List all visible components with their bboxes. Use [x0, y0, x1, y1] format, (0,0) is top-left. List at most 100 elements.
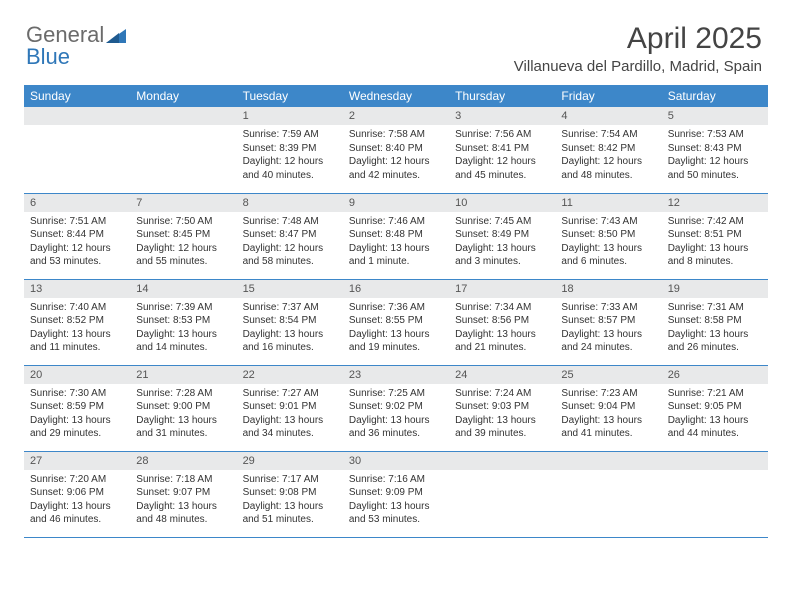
weekday-header: Wednesday — [343, 85, 449, 107]
calendar-day-cell: 26Sunrise: 7:21 AMSunset: 9:05 PMDayligh… — [662, 365, 768, 451]
daylight-text: Daylight: 13 hours and 3 minutes. — [455, 242, 549, 269]
sunset-text: Sunset: 8:50 PM — [561, 228, 655, 242]
calendar-week-row: 6Sunrise: 7:51 AMSunset: 8:44 PMDaylight… — [24, 193, 768, 279]
day-details: Sunrise: 7:17 AMSunset: 9:08 PMDaylight:… — [237, 470, 343, 531]
daylight-text: Daylight: 13 hours and 36 minutes. — [349, 414, 443, 441]
calendar-day-cell: 8Sunrise: 7:48 AMSunset: 8:47 PMDaylight… — [237, 193, 343, 279]
calendar-day-cell: 7Sunrise: 7:50 AMSunset: 8:45 PMDaylight… — [130, 193, 236, 279]
day-number: 3 — [449, 107, 555, 125]
daylight-text: Daylight: 13 hours and 46 minutes. — [30, 500, 124, 527]
sunrise-text: Sunrise: 7:53 AM — [668, 128, 762, 142]
day-number — [449, 452, 555, 470]
daylight-text: Daylight: 12 hours and 45 minutes. — [455, 155, 549, 182]
sunrise-text: Sunrise: 7:50 AM — [136, 215, 230, 229]
day-details: Sunrise: 7:48 AMSunset: 8:47 PMDaylight:… — [237, 212, 343, 273]
calendar-day-cell: 14Sunrise: 7:39 AMSunset: 8:53 PMDayligh… — [130, 279, 236, 365]
daylight-text: Daylight: 12 hours and 48 minutes. — [561, 155, 655, 182]
calendar-day-cell: 15Sunrise: 7:37 AMSunset: 8:54 PMDayligh… — [237, 279, 343, 365]
sunset-text: Sunset: 8:41 PM — [455, 142, 549, 156]
calendar-table: Sunday Monday Tuesday Wednesday Thursday… — [24, 85, 768, 538]
sunrise-text: Sunrise: 7:54 AM — [561, 128, 655, 142]
daylight-text: Daylight: 13 hours and 8 minutes. — [668, 242, 762, 269]
calendar-day-cell: 9Sunrise: 7:46 AMSunset: 8:48 PMDaylight… — [343, 193, 449, 279]
brand-triangle-icon — [106, 27, 126, 43]
calendar-day-cell: 25Sunrise: 7:23 AMSunset: 9:04 PMDayligh… — [555, 365, 661, 451]
weekday-header: Sunday — [24, 85, 130, 107]
day-details: Sunrise: 7:31 AMSunset: 8:58 PMDaylight:… — [662, 298, 768, 359]
sunset-text: Sunset: 9:03 PM — [455, 400, 549, 414]
calendar-day-cell: 27Sunrise: 7:20 AMSunset: 9:06 PMDayligh… — [24, 451, 130, 537]
sunset-text: Sunset: 8:40 PM — [349, 142, 443, 156]
day-details: Sunrise: 7:59 AMSunset: 8:39 PMDaylight:… — [237, 125, 343, 186]
daylight-text: Daylight: 13 hours and 19 minutes. — [349, 328, 443, 355]
calendar-day-cell — [555, 451, 661, 537]
day-details: Sunrise: 7:40 AMSunset: 8:52 PMDaylight:… — [24, 298, 130, 359]
sunset-text: Sunset: 9:00 PM — [136, 400, 230, 414]
day-number: 8 — [237, 194, 343, 212]
sunrise-text: Sunrise: 7:39 AM — [136, 301, 230, 315]
day-details: Sunrise: 7:24 AMSunset: 9:03 PMDaylight:… — [449, 384, 555, 445]
day-details: Sunrise: 7:53 AMSunset: 8:43 PMDaylight:… — [662, 125, 768, 186]
sunrise-text: Sunrise: 7:20 AM — [30, 473, 124, 487]
daylight-text: Daylight: 13 hours and 21 minutes. — [455, 328, 549, 355]
sunset-text: Sunset: 8:58 PM — [668, 314, 762, 328]
day-details: Sunrise: 7:39 AMSunset: 8:53 PMDaylight:… — [130, 298, 236, 359]
day-number: 5 — [662, 107, 768, 125]
sunset-text: Sunset: 8:49 PM — [455, 228, 549, 242]
day-number: 17 — [449, 280, 555, 298]
calendar-week-row: 1Sunrise: 7:59 AMSunset: 8:39 PMDaylight… — [24, 107, 768, 193]
calendar-day-cell: 6Sunrise: 7:51 AMSunset: 8:44 PMDaylight… — [24, 193, 130, 279]
daylight-text: Daylight: 13 hours and 31 minutes. — [136, 414, 230, 441]
sunset-text: Sunset: 8:55 PM — [349, 314, 443, 328]
day-details: Sunrise: 7:28 AMSunset: 9:00 PMDaylight:… — [130, 384, 236, 445]
day-details: Sunrise: 7:46 AMSunset: 8:48 PMDaylight:… — [343, 212, 449, 273]
sunset-text: Sunset: 8:48 PM — [349, 228, 443, 242]
sunrise-text: Sunrise: 7:37 AM — [243, 301, 337, 315]
calendar-day-cell: 30Sunrise: 7:16 AMSunset: 9:09 PMDayligh… — [343, 451, 449, 537]
sunset-text: Sunset: 8:43 PM — [668, 142, 762, 156]
sunrise-text: Sunrise: 7:43 AM — [561, 215, 655, 229]
sunrise-text: Sunrise: 7:17 AM — [243, 473, 337, 487]
daylight-text: Daylight: 12 hours and 58 minutes. — [243, 242, 337, 269]
day-details: Sunrise: 7:36 AMSunset: 8:55 PMDaylight:… — [343, 298, 449, 359]
sunset-text: Sunset: 9:08 PM — [243, 486, 337, 500]
page-header: April 2025 Villanueva del Pardillo, Madr… — [24, 22, 768, 75]
calendar-day-cell: 21Sunrise: 7:28 AMSunset: 9:00 PMDayligh… — [130, 365, 236, 451]
daylight-text: Daylight: 13 hours and 24 minutes. — [561, 328, 655, 355]
calendar-day-cell: 5Sunrise: 7:53 AMSunset: 8:43 PMDaylight… — [662, 107, 768, 193]
day-number: 18 — [555, 280, 661, 298]
calendar-day-cell: 19Sunrise: 7:31 AMSunset: 8:58 PMDayligh… — [662, 279, 768, 365]
daylight-text: Daylight: 13 hours and 14 minutes. — [136, 328, 230, 355]
day-number: 10 — [449, 194, 555, 212]
sunset-text: Sunset: 8:57 PM — [561, 314, 655, 328]
calendar-day-cell: 11Sunrise: 7:43 AMSunset: 8:50 PMDayligh… — [555, 193, 661, 279]
day-details: Sunrise: 7:20 AMSunset: 9:06 PMDaylight:… — [24, 470, 130, 531]
calendar-day-cell: 1Sunrise: 7:59 AMSunset: 8:39 PMDaylight… — [237, 107, 343, 193]
sunrise-text: Sunrise: 7:23 AM — [561, 387, 655, 401]
daylight-text: Daylight: 13 hours and 34 minutes. — [243, 414, 337, 441]
weekday-header: Friday — [555, 85, 661, 107]
sunset-text: Sunset: 8:47 PM — [243, 228, 337, 242]
calendar-day-cell: 10Sunrise: 7:45 AMSunset: 8:49 PMDayligh… — [449, 193, 555, 279]
sunrise-text: Sunrise: 7:25 AM — [349, 387, 443, 401]
sunset-text: Sunset: 8:42 PM — [561, 142, 655, 156]
day-details: Sunrise: 7:34 AMSunset: 8:56 PMDaylight:… — [449, 298, 555, 359]
calendar-day-cell: 28Sunrise: 7:18 AMSunset: 9:07 PMDayligh… — [130, 451, 236, 537]
daylight-text: Daylight: 13 hours and 26 minutes. — [668, 328, 762, 355]
day-number: 6 — [24, 194, 130, 212]
sunset-text: Sunset: 8:52 PM — [30, 314, 124, 328]
sunset-text: Sunset: 8:51 PM — [668, 228, 762, 242]
day-details: Sunrise: 7:21 AMSunset: 9:05 PMDaylight:… — [662, 384, 768, 445]
day-details: Sunrise: 7:56 AMSunset: 8:41 PMDaylight:… — [449, 125, 555, 186]
day-number: 23 — [343, 366, 449, 384]
day-number: 15 — [237, 280, 343, 298]
day-number: 28 — [130, 452, 236, 470]
day-details: Sunrise: 7:30 AMSunset: 8:59 PMDaylight:… — [24, 384, 130, 445]
day-number: 2 — [343, 107, 449, 125]
sunrise-text: Sunrise: 7:30 AM — [30, 387, 124, 401]
daylight-text: Daylight: 13 hours and 11 minutes. — [30, 328, 124, 355]
calendar-day-cell: 22Sunrise: 7:27 AMSunset: 9:01 PMDayligh… — [237, 365, 343, 451]
sunrise-text: Sunrise: 7:21 AM — [668, 387, 762, 401]
day-details: Sunrise: 7:58 AMSunset: 8:40 PMDaylight:… — [343, 125, 449, 186]
weekday-header: Saturday — [662, 85, 768, 107]
